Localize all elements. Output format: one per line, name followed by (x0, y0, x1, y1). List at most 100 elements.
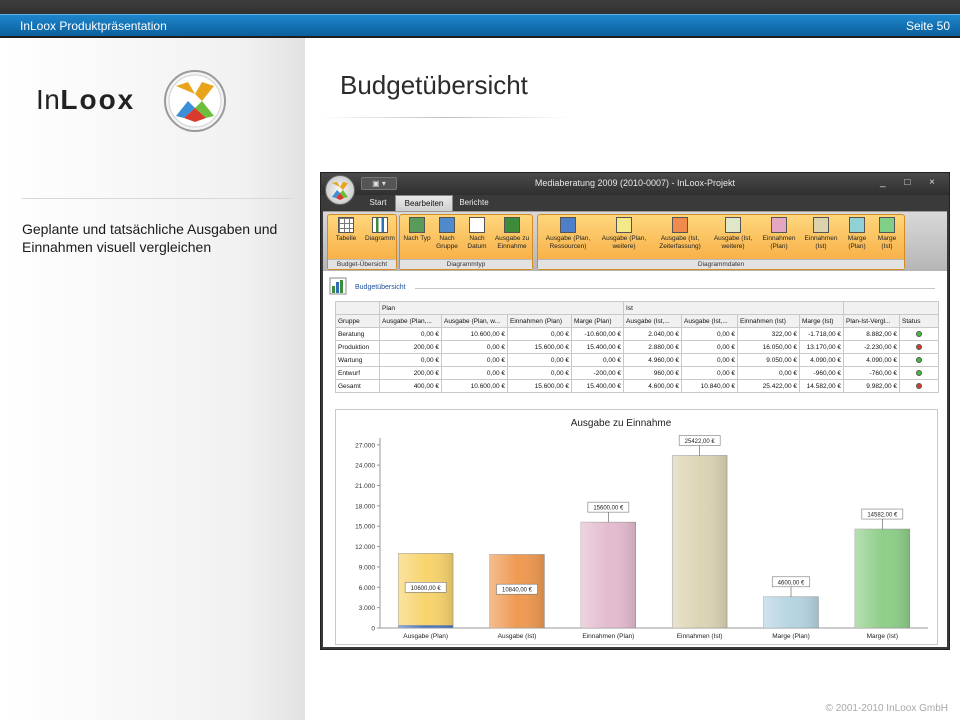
ribbon-button-nach-typ[interactable]: Nach Typ (402, 217, 432, 259)
value-cell: -2.230,00 € (843, 340, 901, 354)
ribbon-button-einnahmen-plan[interactable]: Einnahmen (Plan) (758, 217, 800, 259)
group-header-plan: Plan (378, 301, 625, 315)
column-header[interactable]: Ausgabe (Ist,... (623, 314, 683, 328)
ribbon-button-ausgabe-plan-weitere[interactable]: Ausgabe (Plan, weitere) (596, 217, 652, 259)
ribbon-button-ausgabe-plan-ressourcen[interactable]: Ausgabe (Plan, Ressourcen) (540, 217, 596, 259)
quick-access-toolbar[interactable]: ▣ ▾ (361, 177, 397, 190)
group-cell: Entwurf (335, 366, 380, 380)
table-row[interactable]: Wartung 0,00 €0,00 €0,00 €0,00 €4.960,00 … (335, 353, 940, 367)
value-cell: 14.582,00 € (799, 379, 845, 393)
ribbon-button-tabelle[interactable]: Tabelle (330, 217, 362, 259)
table-row[interactable]: Produktion 200,00 €0,00 €15.600,00 €15.40… (335, 340, 940, 354)
ribbon-button-nach-datum[interactable]: Nach Datum (462, 217, 492, 259)
ribbon-button-marge-ist[interactable]: Marge (Ist) (872, 217, 902, 259)
app-menu-orb-icon[interactable] (325, 175, 355, 205)
app-label: InLoox Produktpräsentation (20, 19, 167, 33)
color-swatch-icon (879, 217, 895, 233)
table-row[interactable]: Entwurf 200,00 €0,00 €0,00 € -200,00 €960,… (335, 366, 940, 380)
logo-x-icon (164, 70, 226, 132)
value-cell: 15.400,00 € (570, 379, 625, 393)
value-cell: 0,00 € (737, 366, 801, 380)
column-header[interactable]: Einnahmen (Plan) (507, 314, 572, 328)
status-light-icon (916, 356, 923, 363)
status-cell (899, 379, 940, 393)
budget-table: Plan Ist Gruppe Ausgabe (Plan,... Ausgabe … (335, 301, 940, 393)
category-label: Ausgabe (Plan) (403, 633, 448, 640)
column-header[interactable]: Einnahmen (Ist) (737, 314, 801, 328)
group-label: Diagrammtyp (400, 259, 532, 269)
color-swatch-icon (560, 217, 576, 233)
bar-chart-icon (372, 217, 388, 233)
status-cell (899, 366, 940, 380)
table-body: Beratung 0,00 €10.600,00 €0,00 € -10.600,0… (335, 327, 940, 393)
value-cell: 15.600,00 € (507, 379, 572, 393)
window-titlebar: Mediaberatung 2009 (2010-0007) - InLoox-… (321, 173, 949, 195)
ribbon-group-diagrammtyp: Nach Typ Nach Gruppe Nach Datum Ausgabe … (399, 214, 533, 270)
category-label: Einnahmen (Ist) (677, 633, 723, 640)
group-cell: Gesamt (335, 379, 380, 393)
tab-berichte[interactable]: Berichte (459, 198, 489, 207)
value-cell: 15.400,00 € (570, 340, 625, 354)
group-cell: Wartung (335, 353, 380, 367)
column-header[interactable]: Gruppe (335, 314, 380, 328)
status-light-icon (916, 343, 923, 350)
ribbon-button-diagramm[interactable]: Diagramm (363, 217, 397, 259)
table-row[interactable]: Beratung 0,00 €10.600,00 €0,00 € -10.600,0… (335, 327, 940, 341)
window-controls[interactable]: _ □ × (880, 177, 943, 188)
value-cell: -1.718,00 € (799, 327, 845, 341)
value-cell: 0,00 € (681, 353, 739, 367)
ribbon-button-marge-plan[interactable]: Marge (Plan) (842, 217, 872, 259)
value-cell: 10.600,00 € (441, 379, 508, 393)
ribbon-button-ausgabe-ist-weitere[interactable]: Ausgabe (Ist, weitere) (708, 217, 758, 259)
logo-wordmark: InLoox (36, 84, 136, 115)
color-swatch-icon (849, 217, 865, 233)
column-header[interactable]: Ausgabe (Ist,... (681, 314, 739, 328)
bar-sheen (854, 529, 910, 628)
sidebar-divider (22, 198, 292, 199)
column-header[interactable]: Ausgabe (Plan,... (379, 314, 442, 328)
column-header[interactable]: Status (899, 314, 940, 328)
chart-compare-icon (504, 217, 520, 233)
table-row[interactable]: Gesamt 400,00 €10.600,00 €15.600,00 €15.4… (335, 379, 940, 393)
bar-sheen (580, 522, 636, 628)
y-tick-label: 21.000 (355, 483, 375, 490)
slide-title: Budgetübersicht (340, 70, 528, 100)
chart-group-icon (439, 217, 455, 233)
sidebar (0, 38, 305, 720)
tab-start[interactable]: Start (369, 198, 387, 207)
ribbon-tabs: Start Bearbeiten Berichte (321, 195, 949, 211)
status-light-icon (916, 369, 923, 376)
table-icon (338, 217, 354, 233)
chart-date-icon (469, 217, 485, 233)
ribbon-button-einnahmen-ist[interactable]: Einnahmen (Ist) (800, 217, 842, 259)
group-cell: Produktion (335, 340, 380, 354)
status-light-icon (916, 382, 923, 389)
category-label: Einnahmen (Plan) (582, 633, 634, 640)
data-label-box (404, 582, 447, 593)
column-header[interactable]: Ausgabe (Plan, w... (441, 314, 508, 328)
ribbon-button-ausgabe-zu-einnahme[interactable]: Ausgabe zu Einnahme (492, 217, 532, 259)
group-header-ist: Ist (623, 301, 845, 315)
bar-sheen (398, 625, 454, 628)
column-header[interactable]: Marge (Ist) (799, 314, 845, 328)
header-bar: InLoox Produktpräsentation Seite 50 (0, 14, 960, 36)
chart-plot: 0 3.000 6.000 9.000 12.000 15.000 18.000 21.000… (355, 435, 928, 640)
value-cell: 0,00 € (507, 327, 572, 341)
tab-bearbeiten[interactable]: Bearbeiten (395, 195, 453, 211)
value-cell: 15.600,00 € (507, 340, 572, 354)
data-label: 15600,00 € (593, 506, 624, 512)
y-tick-label: 18.000 (355, 503, 375, 510)
value-cell: 0,00 € (570, 353, 625, 367)
value-cell: 0,00 € (441, 366, 508, 380)
data-label-box (678, 435, 721, 446)
color-swatch-icon (813, 217, 829, 233)
ribbon-button-nach-gruppe[interactable]: Nach Gruppe (432, 217, 462, 259)
top-band: InLoox Produktpräsentation Seite 50 (0, 0, 960, 38)
title-underline (320, 117, 570, 118)
ribbon-button-ausgabe-ist-zeiterfassung[interactable]: Ausgabe (Ist, Zeiterfassung) (652, 217, 708, 259)
table-header-row: Gruppe Ausgabe (Plan,... Ausgabe (Plan, w.… (335, 314, 940, 328)
category-label: Ausgabe (Ist) (498, 633, 537, 640)
group-label: Diagrammdaten (538, 259, 904, 269)
column-header[interactable]: Marge (Plan) (570, 314, 625, 328)
column-header[interactable]: Plan-Ist-Vergl... (843, 314, 901, 328)
